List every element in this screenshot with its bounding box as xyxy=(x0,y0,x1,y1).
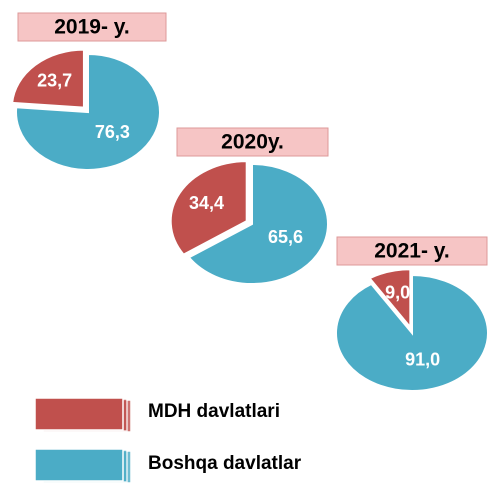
legend-swatch xyxy=(34,397,124,431)
value-label: 91,0 xyxy=(405,350,440,370)
value-label: 23,7 xyxy=(37,71,72,91)
title-box xyxy=(336,236,488,266)
chart-title: 2020y. xyxy=(221,131,284,154)
legend-label: MDH davlatlari xyxy=(148,401,280,422)
value-label: 65,6 xyxy=(268,227,303,247)
pie-slice xyxy=(169,160,248,256)
chart-title: 2021- y. xyxy=(374,240,450,263)
pie-slice xyxy=(368,268,412,331)
pie-slice xyxy=(335,273,488,392)
value-label: 76,3 xyxy=(95,122,130,142)
legend-label: Boshqa davlatlar xyxy=(148,453,302,474)
value-label: 34,4 xyxy=(189,193,224,213)
legend-swatch xyxy=(34,448,124,482)
pie-slice xyxy=(11,48,85,109)
title-box xyxy=(176,127,329,157)
pie-slice xyxy=(187,162,329,285)
chart-title: 2019- y. xyxy=(54,16,130,39)
value-label: 9,0 xyxy=(385,283,410,303)
pie-slice xyxy=(15,52,161,171)
title-box xyxy=(17,12,167,42)
